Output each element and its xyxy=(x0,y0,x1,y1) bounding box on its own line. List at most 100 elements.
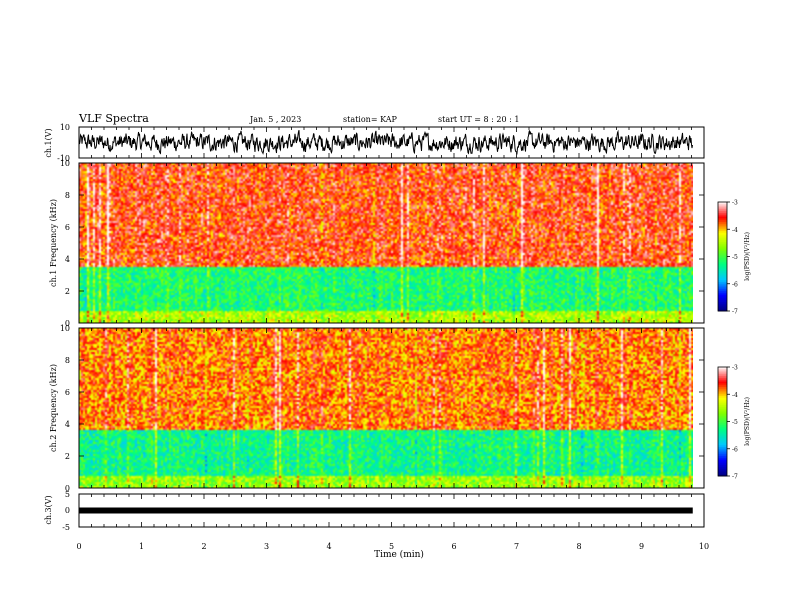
ch1-ytick-label: 8 xyxy=(65,191,70,200)
colorbar-segment xyxy=(718,209,727,212)
colorbar-label: log(PSD)(V²/Hz) xyxy=(744,397,751,446)
ch1-spec-ylabel: ch.1 Frequency (kHz) xyxy=(49,199,58,287)
colorbar-tick-label: -5 xyxy=(732,419,738,426)
ch1-ytick-label: 6 xyxy=(65,223,70,232)
colorbar-segment xyxy=(718,381,727,384)
colorbar-segment xyxy=(718,414,727,417)
ch3-signal-band xyxy=(79,507,693,514)
colorbar-segment xyxy=(718,236,727,239)
ch1-ytick-label: 4 xyxy=(65,255,70,264)
colorbar-segment xyxy=(718,446,727,450)
x-tick-label: 7 xyxy=(514,542,519,551)
colorbar-segment xyxy=(718,240,727,243)
ch1-waveform-panel: ch.1(V) 10 -10 xyxy=(44,123,705,163)
ch2-spectrogram-panel: ch.2 Frequency (kHz) 0 2 4 6 8 10 xyxy=(49,324,705,493)
ch3-ytick-mid: 0 xyxy=(65,506,70,515)
x-tick-label: 4 xyxy=(326,542,331,551)
colorbar-segment xyxy=(718,238,727,241)
colorbar-segment xyxy=(718,425,727,428)
colorbar-segment xyxy=(718,229,727,232)
colorbar-segment xyxy=(718,385,727,388)
colorbar-segment xyxy=(718,205,727,208)
colorbar-segment xyxy=(718,291,727,294)
colorbar-segment xyxy=(718,278,727,281)
colorbar-segment xyxy=(718,258,727,261)
x-tick-label: 6 xyxy=(451,542,456,551)
colorbar-segment xyxy=(718,441,727,444)
ch1-ytick-label: 10 xyxy=(60,159,70,168)
colorbar-segment xyxy=(718,271,727,274)
ch2-ytick-label: 10 xyxy=(60,324,70,333)
chart-title: VLF Spectra xyxy=(78,112,149,125)
colorbar-segment xyxy=(718,472,727,475)
colorbar-segment xyxy=(718,367,727,370)
colorbar-segment xyxy=(718,303,727,307)
colorbar-segment xyxy=(718,247,727,250)
colorbar-segment xyxy=(718,254,727,257)
colorbar-segment xyxy=(718,307,727,310)
colorbar-segment xyxy=(718,203,727,207)
colorbar-segment xyxy=(718,370,727,373)
x-tick-label: 8 xyxy=(576,542,581,551)
colorbar-segment xyxy=(718,294,727,297)
ch2-ytick-label: 4 xyxy=(65,420,70,429)
colorbar-segment xyxy=(718,274,727,277)
colorbar-segment xyxy=(718,392,727,395)
colorbar-segment xyxy=(718,256,727,259)
colorbar-segment xyxy=(718,463,727,466)
colorbar-segment xyxy=(718,419,727,422)
colorbar-segment xyxy=(718,231,727,234)
colorbar-segment xyxy=(718,457,727,461)
colorbar-segment xyxy=(718,394,727,397)
ch2-ytick-label: 0 xyxy=(65,484,70,493)
colorbar-segment xyxy=(718,220,727,223)
colorbar-segment xyxy=(718,465,727,468)
colorbar-tick-label: -3 xyxy=(732,200,738,207)
ch3-panel: ch.3(V) 5 0 -5 xyxy=(44,490,705,532)
ch3-ytick-bottom: -5 xyxy=(62,523,70,532)
colorbar-segment xyxy=(718,223,727,227)
colorbar-segment xyxy=(718,280,727,283)
colorbar-tick-label: -6 xyxy=(732,281,738,288)
colorbar-segment xyxy=(718,401,727,404)
colorbar-segment xyxy=(718,430,727,433)
colorbar-tick-label: -3 xyxy=(732,365,738,372)
colorbar-segment xyxy=(718,416,727,419)
colorbar-segment xyxy=(718,428,727,432)
ch2-ytick-label: 6 xyxy=(65,388,70,397)
colorbar-segment xyxy=(718,260,727,263)
colorbar-segment xyxy=(718,450,727,453)
colorbar-segment xyxy=(718,214,727,218)
colorbar-segment xyxy=(718,300,727,303)
colorbar-tick-label: -6 xyxy=(732,446,738,453)
colorbar-segment xyxy=(718,410,727,413)
colorbar-segment xyxy=(718,296,727,299)
ch3-ytick-top: 5 xyxy=(65,490,70,499)
colorbar-segment xyxy=(718,379,727,383)
ch2-spectrogram-image xyxy=(79,328,693,488)
colorbar-segment xyxy=(718,285,727,288)
ch2-ytick-label: 8 xyxy=(65,356,70,365)
colorbar-segment xyxy=(718,397,727,401)
colorbar-segment xyxy=(718,368,727,372)
colorbar-segment xyxy=(718,292,727,296)
colorbar-segment xyxy=(718,289,727,292)
colorbar-segment xyxy=(718,265,727,268)
colorbar-segment xyxy=(718,468,727,472)
colorbar-segment xyxy=(718,461,727,464)
colorbar-segment xyxy=(718,207,727,210)
x-tick-label: 3 xyxy=(264,542,269,551)
colorbar-segment xyxy=(718,287,727,290)
colorbar-segment xyxy=(718,439,727,442)
colorbar-segment xyxy=(718,432,727,435)
colorbar-segment xyxy=(718,452,727,455)
colorbar-segment xyxy=(718,454,727,457)
colorbar-segment xyxy=(718,377,727,381)
colorbar-segment xyxy=(718,437,727,441)
x-tick-label: 5 xyxy=(389,542,394,551)
colorbar-segment xyxy=(718,249,727,252)
colorbar-segment xyxy=(718,263,727,267)
colorbar-segment xyxy=(718,202,727,205)
colorbar-segment xyxy=(718,227,727,230)
x-tick-label: 0 xyxy=(76,542,81,551)
